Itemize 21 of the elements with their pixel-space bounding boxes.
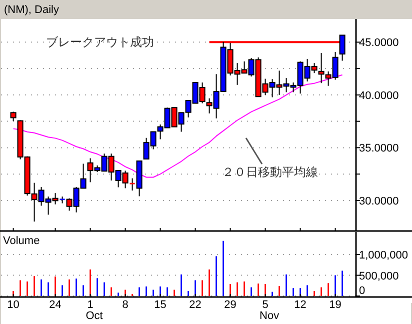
x-tick-label: 8	[122, 299, 128, 311]
x-tick-label: 15	[154, 299, 166, 311]
y-tick-label: 45.0000	[359, 37, 399, 50]
x-tick-label: 19	[329, 299, 342, 311]
y-tick-label: 30.0000	[359, 195, 399, 208]
x-tick-label: 10	[7, 299, 20, 311]
x-tick-label: 22	[189, 299, 202, 311]
x-tick-label: 29	[224, 299, 236, 311]
x-tick-label: 5 Nov	[260, 299, 280, 322]
y-tick-label: 1,000,000	[359, 250, 408, 262]
chart-title: (NM), Daily	[4, 4, 60, 16]
annotation: ２０日移動平均線	[222, 165, 318, 179]
y-tick-label: 500,000	[359, 270, 399, 282]
y-tick-label: 0	[359, 285, 366, 297]
y-tick-label: 40.0000	[359, 90, 399, 102]
chart-title: Volume	[3, 235, 40, 247]
x-tick-label: 12	[294, 299, 306, 311]
y-tick-label: 35.0000	[359, 142, 399, 155]
x-tick-label: 1 Oct	[86, 299, 103, 322]
x-tick-label: 24	[49, 299, 62, 311]
annotation: ブレークアウト成功	[46, 35, 154, 49]
